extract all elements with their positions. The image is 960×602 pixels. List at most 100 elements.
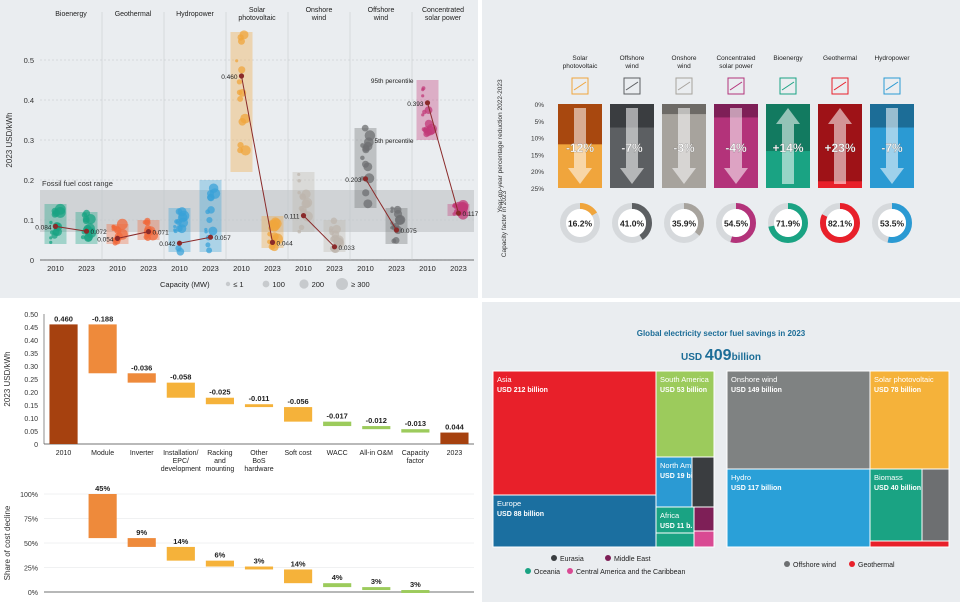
share-label: 6% xyxy=(214,551,225,560)
project-bubble xyxy=(390,206,394,211)
fossil-label: Fossil fuel cost range xyxy=(42,179,113,188)
project-bubble xyxy=(360,155,365,161)
region-cell-value: USD 19 billion xyxy=(660,473,707,480)
share-label: 3% xyxy=(410,580,421,589)
project-bubble xyxy=(361,124,369,132)
value-label: -0.017 xyxy=(327,412,348,421)
tech-cell xyxy=(869,370,950,470)
legend-swatch xyxy=(849,561,855,567)
cf-ring xyxy=(768,203,808,243)
project-bubble xyxy=(53,227,62,237)
y-tick-label: 75% xyxy=(24,517,38,524)
region-cell-name: Europe xyxy=(497,499,521,508)
tech-header: wind xyxy=(311,15,327,22)
tech-header: Offshore xyxy=(620,55,645,62)
share-label: 45% xyxy=(95,484,110,493)
legend-bubble xyxy=(262,280,270,288)
tech-icon-detail xyxy=(781,81,795,91)
y-tick-label: 25% xyxy=(531,186,544,193)
tech-cell-value: USD 40 billion xyxy=(874,485,921,492)
project-bubble xyxy=(390,209,394,214)
legend-swatch xyxy=(605,555,611,561)
waterfall-panel: 0 0.05 0.10 0.15 0.20 0.25 0.30 0.35 0.40 0.45 0.5… xyxy=(0,302,478,602)
region-cell-name: North America xyxy=(660,461,708,470)
tech-cell-name: Onshore wind xyxy=(731,375,777,384)
average-point xyxy=(145,229,152,235)
project-bubble xyxy=(208,226,218,236)
tech-cell-value: USD 78 billion xyxy=(874,387,921,394)
trend-line xyxy=(241,75,273,243)
region-cell xyxy=(691,456,715,508)
share-label: 9% xyxy=(136,528,147,537)
project-bubble xyxy=(390,226,394,230)
average-label: 0.072 xyxy=(91,229,108,236)
y-tick-label: 0.35 xyxy=(24,351,38,358)
legend-bubble xyxy=(299,279,309,289)
project-bubble xyxy=(116,218,128,230)
tech-header: Geothermal xyxy=(823,55,858,62)
average-label: 0.054 xyxy=(97,236,114,243)
waterfall-chart: 0 0.05 0.10 0.15 0.20 0.25 0.30 0.35 0.40 0.45 0.5… xyxy=(3,312,474,597)
cf-label: 71.9% xyxy=(776,219,801,229)
legend-swatch xyxy=(551,555,557,561)
waterfall-bar xyxy=(323,421,352,427)
treemap-chart: Global electricity sector fuel savings i… xyxy=(492,329,950,576)
average-label: 0.117 xyxy=(463,211,479,218)
y-tick-label: 0.10 xyxy=(24,416,38,423)
tech-icon-detail xyxy=(573,81,587,91)
y-tick-label: 0.1 xyxy=(24,216,34,225)
project-bubble xyxy=(362,189,370,197)
treemap-total: USD 409billion xyxy=(681,347,761,364)
change-label: -3% xyxy=(673,141,695,155)
project-bubble xyxy=(269,219,278,228)
y-tick-label: 10% xyxy=(531,136,544,143)
change-label: -4% xyxy=(725,141,747,155)
p95-label: 95th percentile xyxy=(371,78,414,85)
tech-header: Concentrated xyxy=(422,7,464,14)
legend-label: 100 xyxy=(272,280,285,289)
x-tick-label: 2010 xyxy=(109,264,126,273)
cf-ring-center xyxy=(826,209,854,237)
tech-header: Solar xyxy=(572,55,588,62)
x-tick-label: 2023 xyxy=(326,264,343,273)
project-bubble xyxy=(393,205,402,214)
treemap-title: Global electricity sector fuel savings i… xyxy=(637,329,806,338)
project-bubble xyxy=(361,160,369,168)
tech-header: Hydropower xyxy=(874,55,910,62)
average-point xyxy=(424,100,431,106)
direction-arrow xyxy=(828,108,852,184)
cf-ring xyxy=(716,203,756,243)
project-bubble xyxy=(206,216,213,224)
region-cell-name: Asia xyxy=(497,375,512,384)
tech-icon-detail xyxy=(625,81,639,91)
x-tick-label: factor xyxy=(407,458,425,465)
project-bubble xyxy=(364,130,376,141)
cf-label: 82.1% xyxy=(828,219,853,229)
tech-header: Solar xyxy=(249,7,266,14)
trend-line xyxy=(179,236,211,244)
average-label: 0.075 xyxy=(401,228,418,235)
value-label: 0.044 xyxy=(445,423,465,432)
y-tick-label: 0.4 xyxy=(24,96,34,105)
project-bubble xyxy=(207,190,215,198)
cf-ring xyxy=(872,203,912,243)
tech-icon xyxy=(727,77,745,95)
project-bubble xyxy=(237,95,244,102)
x-tick-label: 2023 xyxy=(264,264,281,273)
legend-label: Central America and the Caribbean xyxy=(576,569,685,576)
average-point xyxy=(300,213,307,219)
y-tick-label: 0.20 xyxy=(24,390,38,397)
tech-header: Offshore xyxy=(368,7,395,14)
value-label: -0.013 xyxy=(405,419,426,428)
tech-header: Onshore xyxy=(672,55,697,62)
x-tick-label: 2010 xyxy=(47,264,64,273)
trend-line xyxy=(427,102,459,214)
y-axis-title: Year-on-year percentage reduction 2022-2… xyxy=(497,79,504,212)
x-tick-label: Racking xyxy=(207,450,232,457)
region-cell-value: USD 212 billion xyxy=(497,387,548,394)
y-tick-label: 0.50 xyxy=(24,312,38,319)
tech-header: wind xyxy=(676,63,691,70)
legend-bubble xyxy=(225,281,231,287)
tech-icon xyxy=(883,77,901,95)
tech-cell-name: Solar photovoltaic xyxy=(874,375,934,384)
